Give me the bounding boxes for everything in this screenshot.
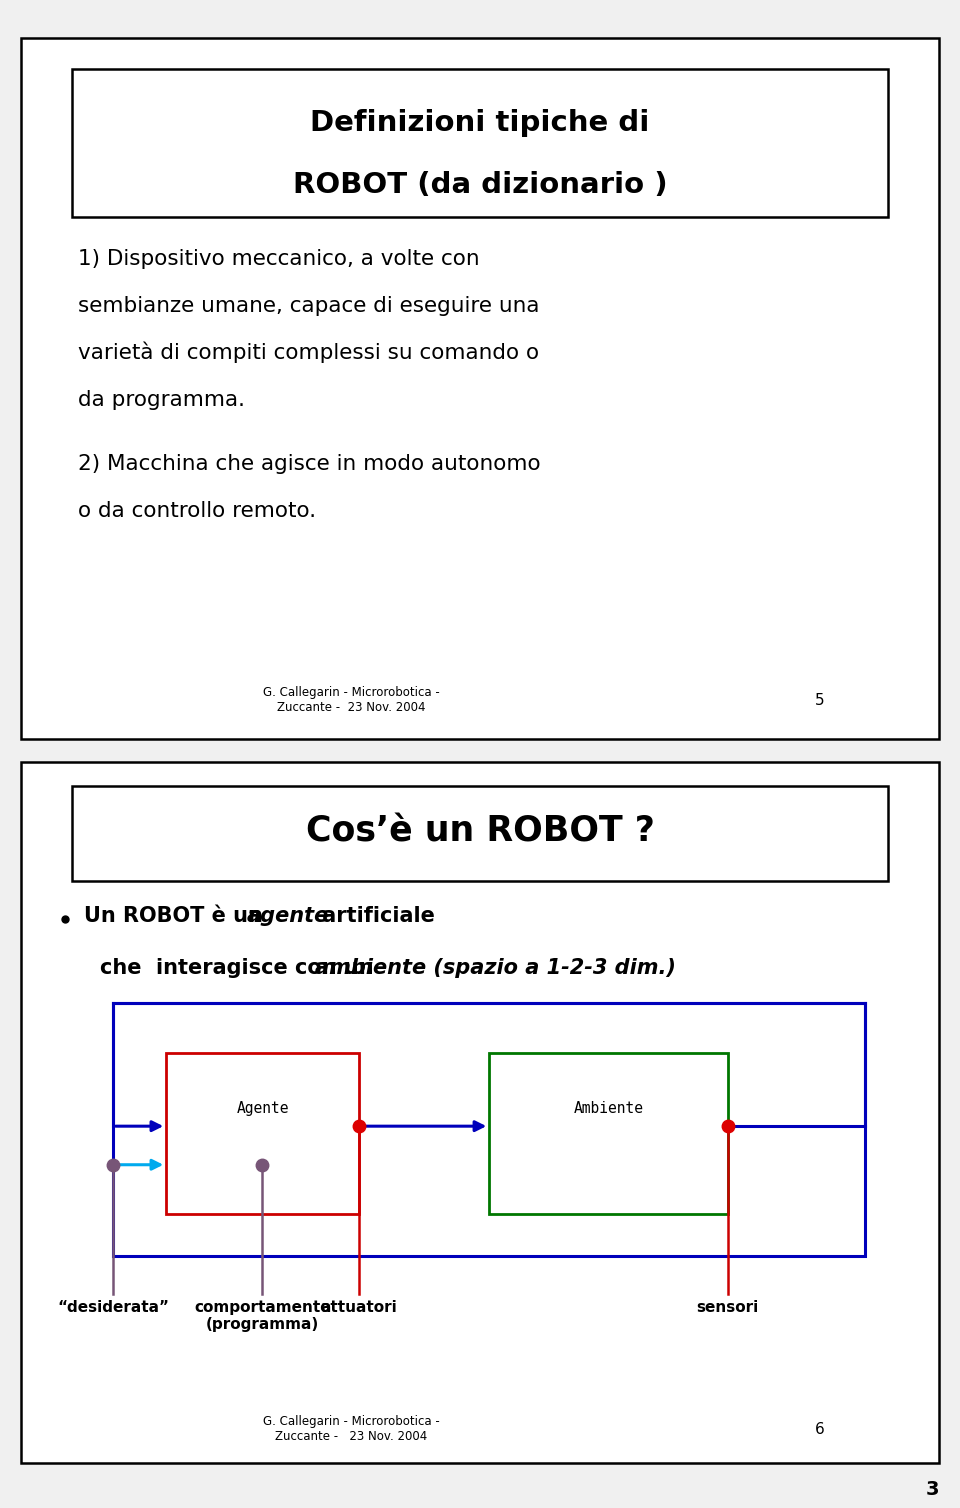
Text: Agente: Agente	[236, 1101, 289, 1116]
Text: sensori: sensori	[697, 1300, 759, 1315]
FancyBboxPatch shape	[72, 786, 888, 881]
Text: attuatori: attuatori	[321, 1300, 397, 1315]
FancyBboxPatch shape	[21, 762, 939, 1463]
Text: Ambiente: Ambiente	[573, 1101, 643, 1116]
Text: G. Callegarin - Microrobotica -
Zuccante -   23 Nov. 2004: G. Callegarin - Microrobotica - Zuccante…	[263, 1415, 440, 1443]
Text: sembianze umane, capace di eseguire una: sembianze umane, capace di eseguire una	[78, 296, 540, 315]
Text: ROBOT (da dizionario ): ROBOT (da dizionario )	[293, 170, 667, 199]
Text: 3: 3	[925, 1479, 939, 1499]
Text: Cos’è un ROBOT ?: Cos’è un ROBOT ?	[305, 814, 655, 849]
Text: G. Callegarin - Microrobotica -
Zuccante -  23 Nov. 2004: G. Callegarin - Microrobotica - Zuccante…	[263, 686, 440, 715]
Text: 2) Macchina che agisce in modo autonomo: 2) Macchina che agisce in modo autonomo	[78, 454, 540, 474]
Text: Definizioni tipiche di: Definizioni tipiche di	[310, 109, 650, 137]
Text: ambiente (spazio a 1-2-3 dim.): ambiente (spazio a 1-2-3 dim.)	[315, 959, 676, 979]
Text: che  interagisce con un: che interagisce con un	[100, 959, 381, 979]
Text: 1) Dispositivo meccanico, a volte con: 1) Dispositivo meccanico, a volte con	[78, 249, 480, 268]
Text: 6: 6	[815, 1422, 825, 1437]
Text: “desiderata”: “desiderata”	[57, 1300, 169, 1315]
Text: varietà di compiti complessi su comando o: varietà di compiti complessi su comando …	[78, 342, 540, 363]
Text: agente: agente	[247, 906, 329, 926]
Text: 5: 5	[815, 692, 825, 707]
Text: artificiale: artificiale	[315, 906, 435, 926]
Text: Un ROBOT è un: Un ROBOT è un	[84, 906, 270, 926]
Text: comportamento
(programma): comportamento (programma)	[194, 1300, 331, 1333]
Text: o da controllo remoto.: o da controllo remoto.	[78, 501, 316, 522]
FancyBboxPatch shape	[21, 38, 939, 739]
Text: da programma.: da programma.	[78, 389, 245, 410]
FancyBboxPatch shape	[72, 69, 888, 217]
